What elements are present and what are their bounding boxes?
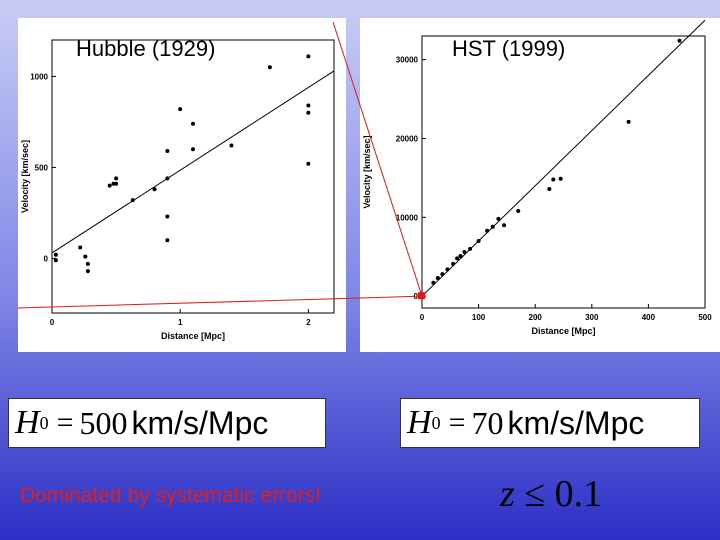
data-point [114,181,119,186]
data-point [165,176,170,181]
data-point [130,198,135,203]
data-point [445,267,450,272]
x-tick-label: 1 [178,318,183,327]
data-point [468,246,473,251]
data-point [558,176,563,181]
data-point [306,110,311,115]
plot-frame [51,39,335,314]
redshift-value: 0.1 [554,473,603,515]
data-point [496,216,501,221]
hubble-1929-title: Hubble (1929) [76,36,216,61]
redshift-relation: ≤ [524,473,546,515]
y-axis-label: Velocity [km/sec] [20,140,30,213]
data-point [85,261,90,266]
redshift-condition: z ≤ 0.1 [500,472,602,516]
hubble-1929-chart: 0 1 2 0 500 1000 Distance [Mpc] Velocity [km/se… [20,39,335,341]
data-point [626,119,631,124]
data-point [53,252,58,257]
x-axis-label: Distance [Mpc] [161,331,225,341]
data-point [114,176,119,181]
data-point [431,280,436,285]
x-tick-label: 200 [529,313,543,322]
data-point [83,254,88,259]
data-point [455,256,460,261]
data-point [485,228,490,233]
hubble-constant-1929-box: H 0 = 500 km/s/Mpc [8,398,326,448]
data-point [85,269,90,274]
data-point [191,147,195,152]
data-point [547,186,552,191]
data-point [306,103,311,108]
data-point [551,177,556,182]
hubble-1929-panel: 0 1 2 0 500 1000 Distance [Mpc] Velocity [km/se… [18,18,346,352]
data-point [267,65,272,70]
h0-symbol: H [407,404,432,441]
plot-frame [421,35,706,309]
y-tick-label: 1000 [30,72,48,81]
data-point [78,245,83,250]
data-point [152,187,157,192]
y-tick-label: 20000 [396,134,419,143]
data-point [178,107,183,112]
data-point [53,258,58,263]
data-point [435,276,440,281]
data-point [451,261,456,266]
x-tick-label: 0 [50,318,55,327]
y-tick-label: 0 [44,254,49,263]
x-tick-label: 100 [472,313,486,322]
data-point [440,272,445,277]
data-point [191,121,195,126]
data-point [476,238,481,243]
hst-1999-chart: 0 100 200 300 400 500 0 10000 20000 30000 Distance… [362,19,712,336]
x-tick-label: 400 [642,313,656,322]
x-tick-label: 0 [420,313,425,322]
y-tick-label: 500 [35,163,49,172]
h0-value: 500 [79,404,128,441]
data-point [306,161,311,166]
hst-1999-panel: 0 100 200 300 400 500 0 10000 20000 30000 Distance… [360,18,720,352]
x-axis-label: Distance [Mpc] [531,326,595,336]
systematic-errors-note: Dominated by systematic errors! [20,484,322,507]
equals-sign: = [56,406,74,439]
data-point [458,253,463,258]
h0-symbol: H [15,404,40,441]
h0-unit: km/s/Mpc [131,404,269,441]
data-point [502,223,507,228]
data-point [229,143,234,148]
hubble-constant-1999-box: H 0 = 70 km/s/Mpc [400,398,700,448]
data-point [490,224,495,229]
h0-subscript: 0 [431,412,441,433]
data-point [165,214,170,219]
hst-1999-title: HST (1999) [452,36,566,61]
y-tick-label: 0 [414,292,419,301]
data-point [165,238,170,243]
x-tick-label: 500 [698,313,712,322]
y-tick-label: 10000 [396,213,419,222]
h0-unit: km/s/Mpc [507,404,645,441]
fit-line [51,70,335,254]
h0-subscript: 0 [39,412,49,433]
h0-value: 70 [471,404,504,441]
data-point [165,149,170,154]
data-point [677,38,682,43]
data-point [306,54,311,59]
redshift-variable: z [500,473,515,515]
x-tick-label: 2 [306,318,311,327]
data-point [462,250,467,255]
y-axis-label: Velocity [km/sec] [362,135,372,208]
x-tick-label: 300 [585,313,599,322]
y-tick-label: 30000 [396,56,419,65]
data-point [107,183,112,188]
equals-sign: = [448,406,466,439]
data-point [516,209,521,214]
